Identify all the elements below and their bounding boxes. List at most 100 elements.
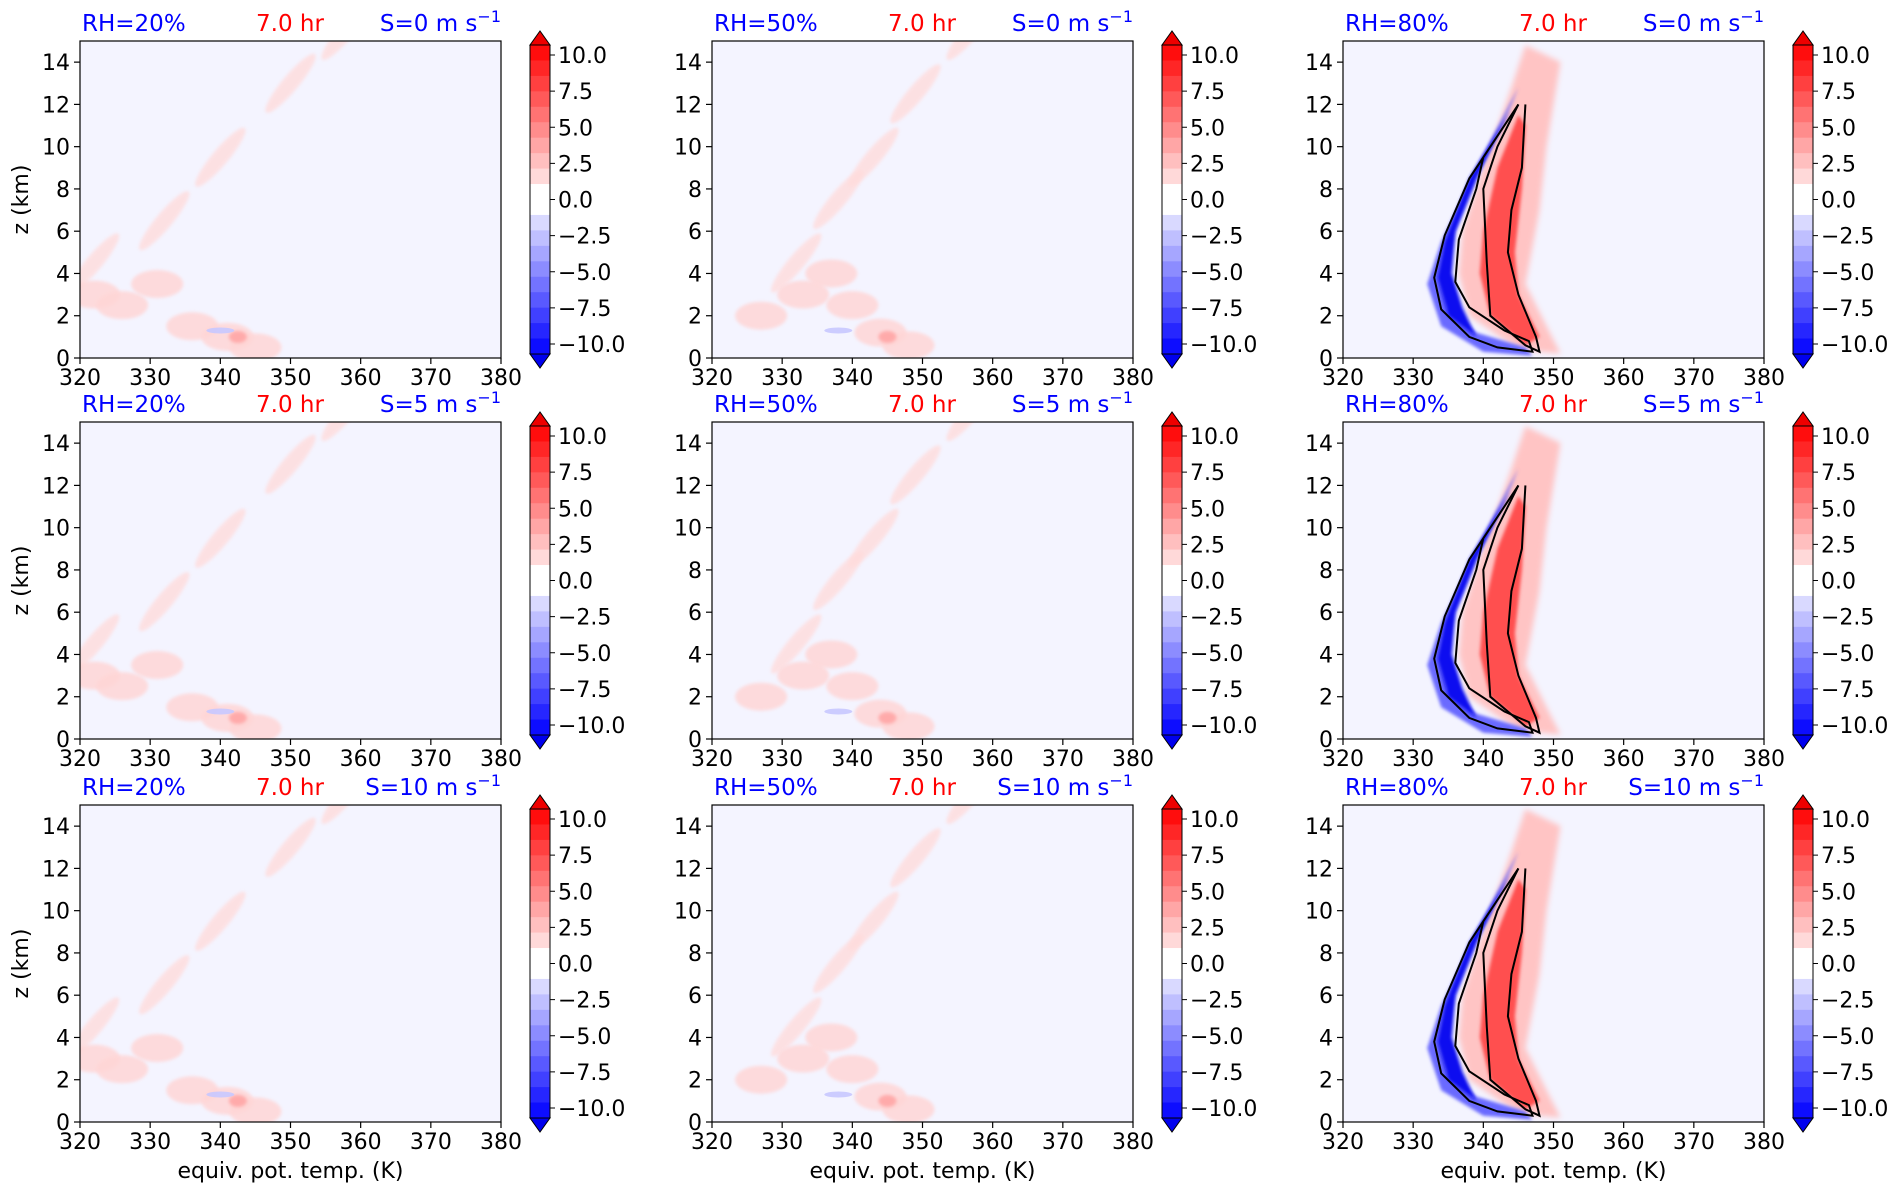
y-tick-label: 4 <box>688 643 702 668</box>
colorbar-extend-max <box>1792 794 1814 810</box>
weak-warm-blob <box>735 682 788 711</box>
colorbar-band <box>530 518 550 535</box>
colorbar-tick-label: 2.5 <box>1190 533 1225 558</box>
y-tick-label: 4 <box>688 262 702 287</box>
colorbar-tick-label: 0.0 <box>1190 570 1225 595</box>
panel-0-2: 320 330 340 350 360 370 380 0 2 4 6 8 10 12 14 RH=80% 7.… <box>1305 7 1888 391</box>
colorbar-tick-label: −7.5 <box>1190 297 1243 322</box>
colorbar-extend-min <box>1792 1117 1814 1133</box>
warm-patch <box>228 1094 247 1107</box>
weak-warm-blob <box>826 291 879 320</box>
y-tick-label: 12 <box>674 474 702 499</box>
colorbar-band <box>530 870 550 887</box>
weak-warm-blob <box>826 1055 879 1084</box>
y-tick-label: 0 <box>56 1111 70 1136</box>
weak-warm-streak <box>321 805 372 824</box>
colorbar-band <box>530 245 550 262</box>
x-tick-label: 320 <box>691 747 733 772</box>
colorbar-band <box>1793 292 1813 309</box>
colorbar-tick-label: −10.0 <box>1821 714 1888 739</box>
colorbar-band <box>1793 839 1813 856</box>
x-tick-label: 330 <box>761 747 803 772</box>
colorbar-extend-min <box>529 734 551 750</box>
colorbar-band <box>530 292 550 309</box>
colorbar-band <box>1793 122 1813 139</box>
shear-unit-exponent: −1 <box>477 7 501 26</box>
weak-warm-streak <box>139 191 190 251</box>
colorbar-band <box>1793 441 1813 458</box>
colorbar-band <box>1162 673 1182 690</box>
colorbar-tick-label: −5.0 <box>558 642 611 667</box>
colorbar-tick-label: 0.0 <box>558 953 593 978</box>
colorbar-band <box>530 106 550 123</box>
colorbar-band <box>1793 1009 1813 1026</box>
x-tick-label: 330 <box>1392 1130 1434 1155</box>
y-tick-label: 2 <box>56 686 70 711</box>
shear-unit-exponent: −1 <box>1740 388 1764 407</box>
x-axis-label: equiv. pot. temp. (K) <box>177 1159 403 1184</box>
y-tick-label: 14 <box>674 51 702 76</box>
time-label: 7.0 hr <box>888 11 956 37</box>
colorbar-band <box>1793 45 1813 61</box>
colorbar-band <box>1162 1040 1182 1057</box>
colorbar-tick-label: 5.0 <box>1190 880 1225 905</box>
colorbar-band <box>1162 901 1182 918</box>
x-tick-label: 320 <box>59 747 101 772</box>
cool-band-core <box>1437 108 1512 337</box>
weak-warm-blob <box>131 270 184 299</box>
colorbar-band <box>1162 626 1182 643</box>
colorbar-band <box>1162 948 1182 964</box>
contour-line <box>1482 867 1541 1118</box>
colorbar-tick-label: −2.5 <box>1190 989 1243 1014</box>
y-tick-label: 14 <box>1305 51 1333 76</box>
colorbar-band <box>530 184 550 200</box>
x-tick-label: 350 <box>1533 1130 1575 1155</box>
colorbar-band <box>1162 487 1182 504</box>
colorbar-band <box>530 45 550 61</box>
colorbar-band <box>1793 245 1813 262</box>
y-tick-label: 10 <box>674 136 702 161</box>
warm-patch <box>878 711 897 724</box>
x-tick-label: 360 <box>340 366 382 391</box>
colorbar-band <box>1793 1025 1813 1042</box>
colorbar-band <box>1793 168 1813 185</box>
colorbar-band <box>530 323 550 340</box>
y-tick-label: 6 <box>688 220 702 245</box>
rh-label: RH=80% <box>1345 11 1449 37</box>
colorbar-tick-label: 7.5 <box>1821 844 1856 869</box>
colorbar-band <box>530 580 550 597</box>
colorbar-band <box>530 1056 550 1073</box>
colorbar-band <box>530 657 550 674</box>
cool-patch <box>206 327 235 334</box>
colorbar-tick-label: −10.0 <box>558 714 625 739</box>
x-tick-label: 330 <box>1392 366 1434 391</box>
colorbar: 10.0 7.5 5.0 2.5 0.0 −2.5 −5.0 −7.5 −10.0 <box>529 794 625 1133</box>
colorbar-band <box>1793 276 1813 293</box>
colorbar-band <box>1162 870 1182 887</box>
x-tick-label: 360 <box>1603 1130 1645 1155</box>
warm-patch <box>878 1094 897 1107</box>
colorbar-band <box>530 809 550 825</box>
colorbar-band <box>1162 1087 1182 1104</box>
x-axis-label: equiv. pot. temp. (K) <box>809 1159 1035 1184</box>
x-tick-label: 380 <box>1112 366 1154 391</box>
colorbar-band <box>1793 642 1813 659</box>
colorbar-tick-label: −10.0 <box>558 1097 625 1122</box>
colorbar-tick-label: 5.0 <box>558 880 593 905</box>
weak-warm-streak <box>946 422 997 441</box>
colorbar-tick-label: 2.5 <box>1821 533 1856 558</box>
time-label: 7.0 hr <box>888 775 956 801</box>
y-tick-label: 4 <box>688 1026 702 1051</box>
x-tick-label: 340 <box>831 366 873 391</box>
colorbar-band <box>1162 642 1182 659</box>
colorbar-band <box>1793 704 1813 721</box>
y-tick-label: 8 <box>1319 942 1333 967</box>
colorbar-extend-min <box>1161 1117 1183 1133</box>
y-tick-label: 2 <box>56 305 70 330</box>
y-tick-label: 2 <box>1319 1069 1333 1094</box>
colorbar-band <box>1793 261 1813 278</box>
time-label: 7.0 hr <box>256 392 324 418</box>
x-tick-label: 340 <box>199 1130 241 1155</box>
x-axis-label: equiv. pot. temp. (K) <box>1440 1159 1666 1184</box>
colorbar-band <box>1793 978 1813 995</box>
